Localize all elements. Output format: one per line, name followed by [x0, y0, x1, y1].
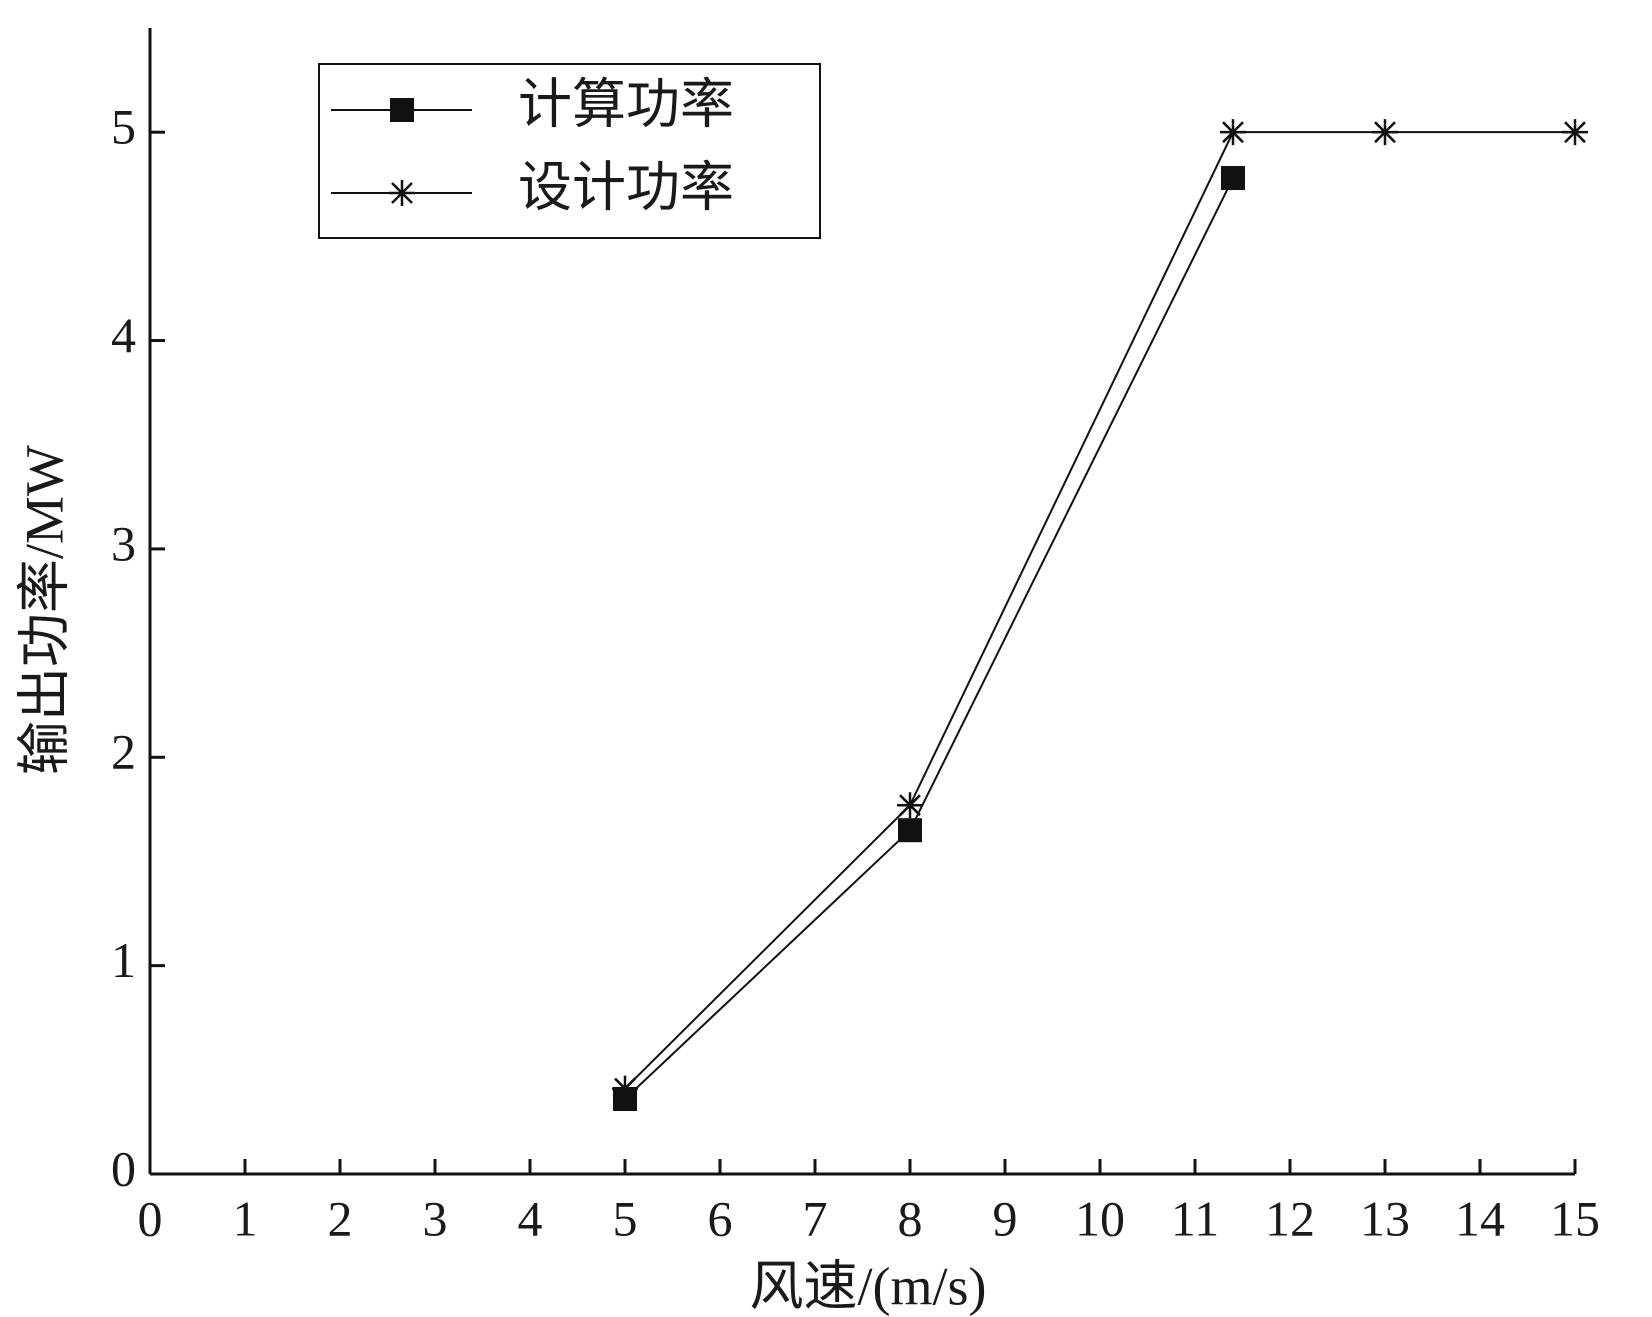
series-line [624, 177, 1234, 1100]
legend-box [318, 63, 821, 239]
data-point [1562, 119, 1588, 146]
x-tick-label: 1 [233, 1190, 258, 1246]
y-tick-label: 3 [111, 515, 136, 571]
x-tick-label: 10 [1075, 1190, 1125, 1246]
y-tick-label: 5 [111, 99, 136, 155]
x-tick-label: 4 [518, 1190, 543, 1246]
legend-label: 设计功率 [518, 157, 734, 217]
legend-marker [389, 180, 415, 206]
x-axis-title: 风速/(m/s) [750, 1256, 987, 1316]
legend-marker [390, 98, 414, 122]
x-tick-label: 3 [423, 1190, 448, 1246]
x-tick-label: 7 [803, 1190, 828, 1246]
y-tick-label: 0 [111, 1140, 136, 1196]
data-point [1221, 166, 1245, 191]
x-tick-label: 12 [1265, 1190, 1315, 1246]
y-tick-label: 2 [111, 724, 136, 780]
x-tick-label: 8 [898, 1190, 923, 1246]
legend-label: 计算功率 [518, 74, 734, 134]
x-tick-label: 15 [1550, 1190, 1600, 1246]
x-tick-label: 14 [1455, 1190, 1505, 1246]
data-point [612, 1075, 638, 1102]
y-tick-label: 1 [111, 932, 136, 988]
data-point [1372, 119, 1398, 146]
y-axis-title: 输出功率/MW [14, 445, 74, 775]
data-point [897, 792, 923, 819]
x-tick-label: 9 [993, 1190, 1018, 1246]
x-tick-label: 5 [613, 1190, 638, 1246]
x-tick-label: 11 [1171, 1190, 1219, 1246]
x-tick-label: 2 [328, 1190, 353, 1246]
x-tick-label: 0 [138, 1190, 163, 1246]
x-tick-label: 6 [708, 1190, 733, 1246]
data-point [898, 818, 922, 843]
x-tick-label: 13 [1360, 1190, 1410, 1246]
data-point [1220, 119, 1246, 146]
y-tick-label: 4 [111, 307, 136, 363]
series-line [624, 131, 1575, 1090]
